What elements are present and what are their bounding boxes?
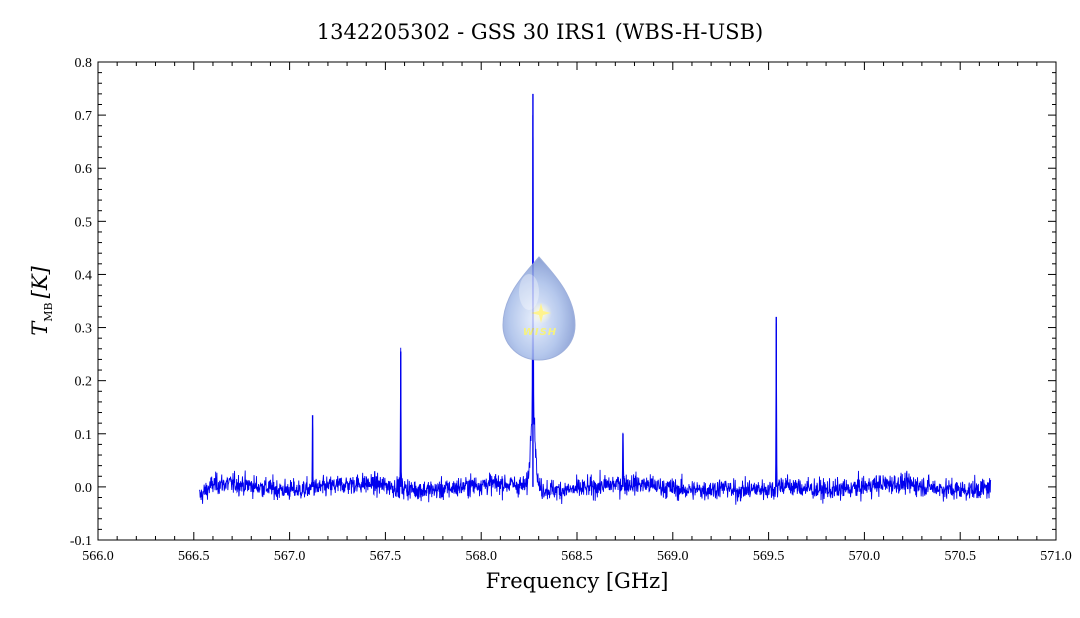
x-tick-label: 567.5 [370,549,402,564]
x-tick-label: 568.0 [465,549,497,564]
y-tick-label: -0.1 [70,534,92,549]
svg-text:TMB[K]: TMB [K] [28,265,55,335]
chart-title: 1342205302 - GSS 30 IRS1 (WBS-H-USB) [317,20,763,44]
y-axis-label: TMB [K] [28,265,55,335]
y-tick-label: 0.2 [75,375,93,390]
x-tick-label: 567.0 [274,549,306,564]
y-tick-label: 0.7 [75,109,93,124]
y-tick-label: 0.8 [75,56,93,71]
y-axis-unit: [K] [28,265,52,298]
y-axis-subscript: MB [42,302,55,321]
x-tick-label: 566.0 [82,549,114,564]
wish-logo-watermark: WISH [502,256,576,361]
x-tick-label: 568.5 [561,549,593,564]
x-tick-label: 571.0 [1040,549,1072,564]
y-tick-label: 0.0 [75,481,93,496]
x-tick-label: 570.5 [944,549,976,564]
spectrum-line [199,115,992,505]
y-tick-labels: -0.1 0.0 0.1 0.2 0.3 0.4 0.5 0.6 0.7 0.8 [70,56,92,549]
spectrum-series [199,93,992,505]
x-tick-label: 569.5 [753,549,785,564]
y-tick-label: 0.3 [75,322,93,337]
x-tick-labels: 566.0 566.5 567.0 567.5 568.0 568.5 569.0 569.5… [82,549,1072,564]
y-tick-label: 0.4 [75,268,93,283]
x-axis-label: Frequency [GHz] [486,569,669,593]
x-tick-label: 569.0 [657,549,689,564]
y-tick-label: 0.5 [75,215,93,230]
wish-logo-text: WISH [523,327,557,338]
y-axis-symbol: T [28,320,52,336]
axis-ticks [97,61,1057,541]
star-icon [531,303,551,323]
plot-frame [97,61,1057,541]
x-tick-label: 566.5 [178,549,210,564]
y-tick-label: 0.6 [75,162,93,177]
x-tick-label: 570.0 [849,549,881,564]
y-tick-label: 0.1 [75,428,93,443]
